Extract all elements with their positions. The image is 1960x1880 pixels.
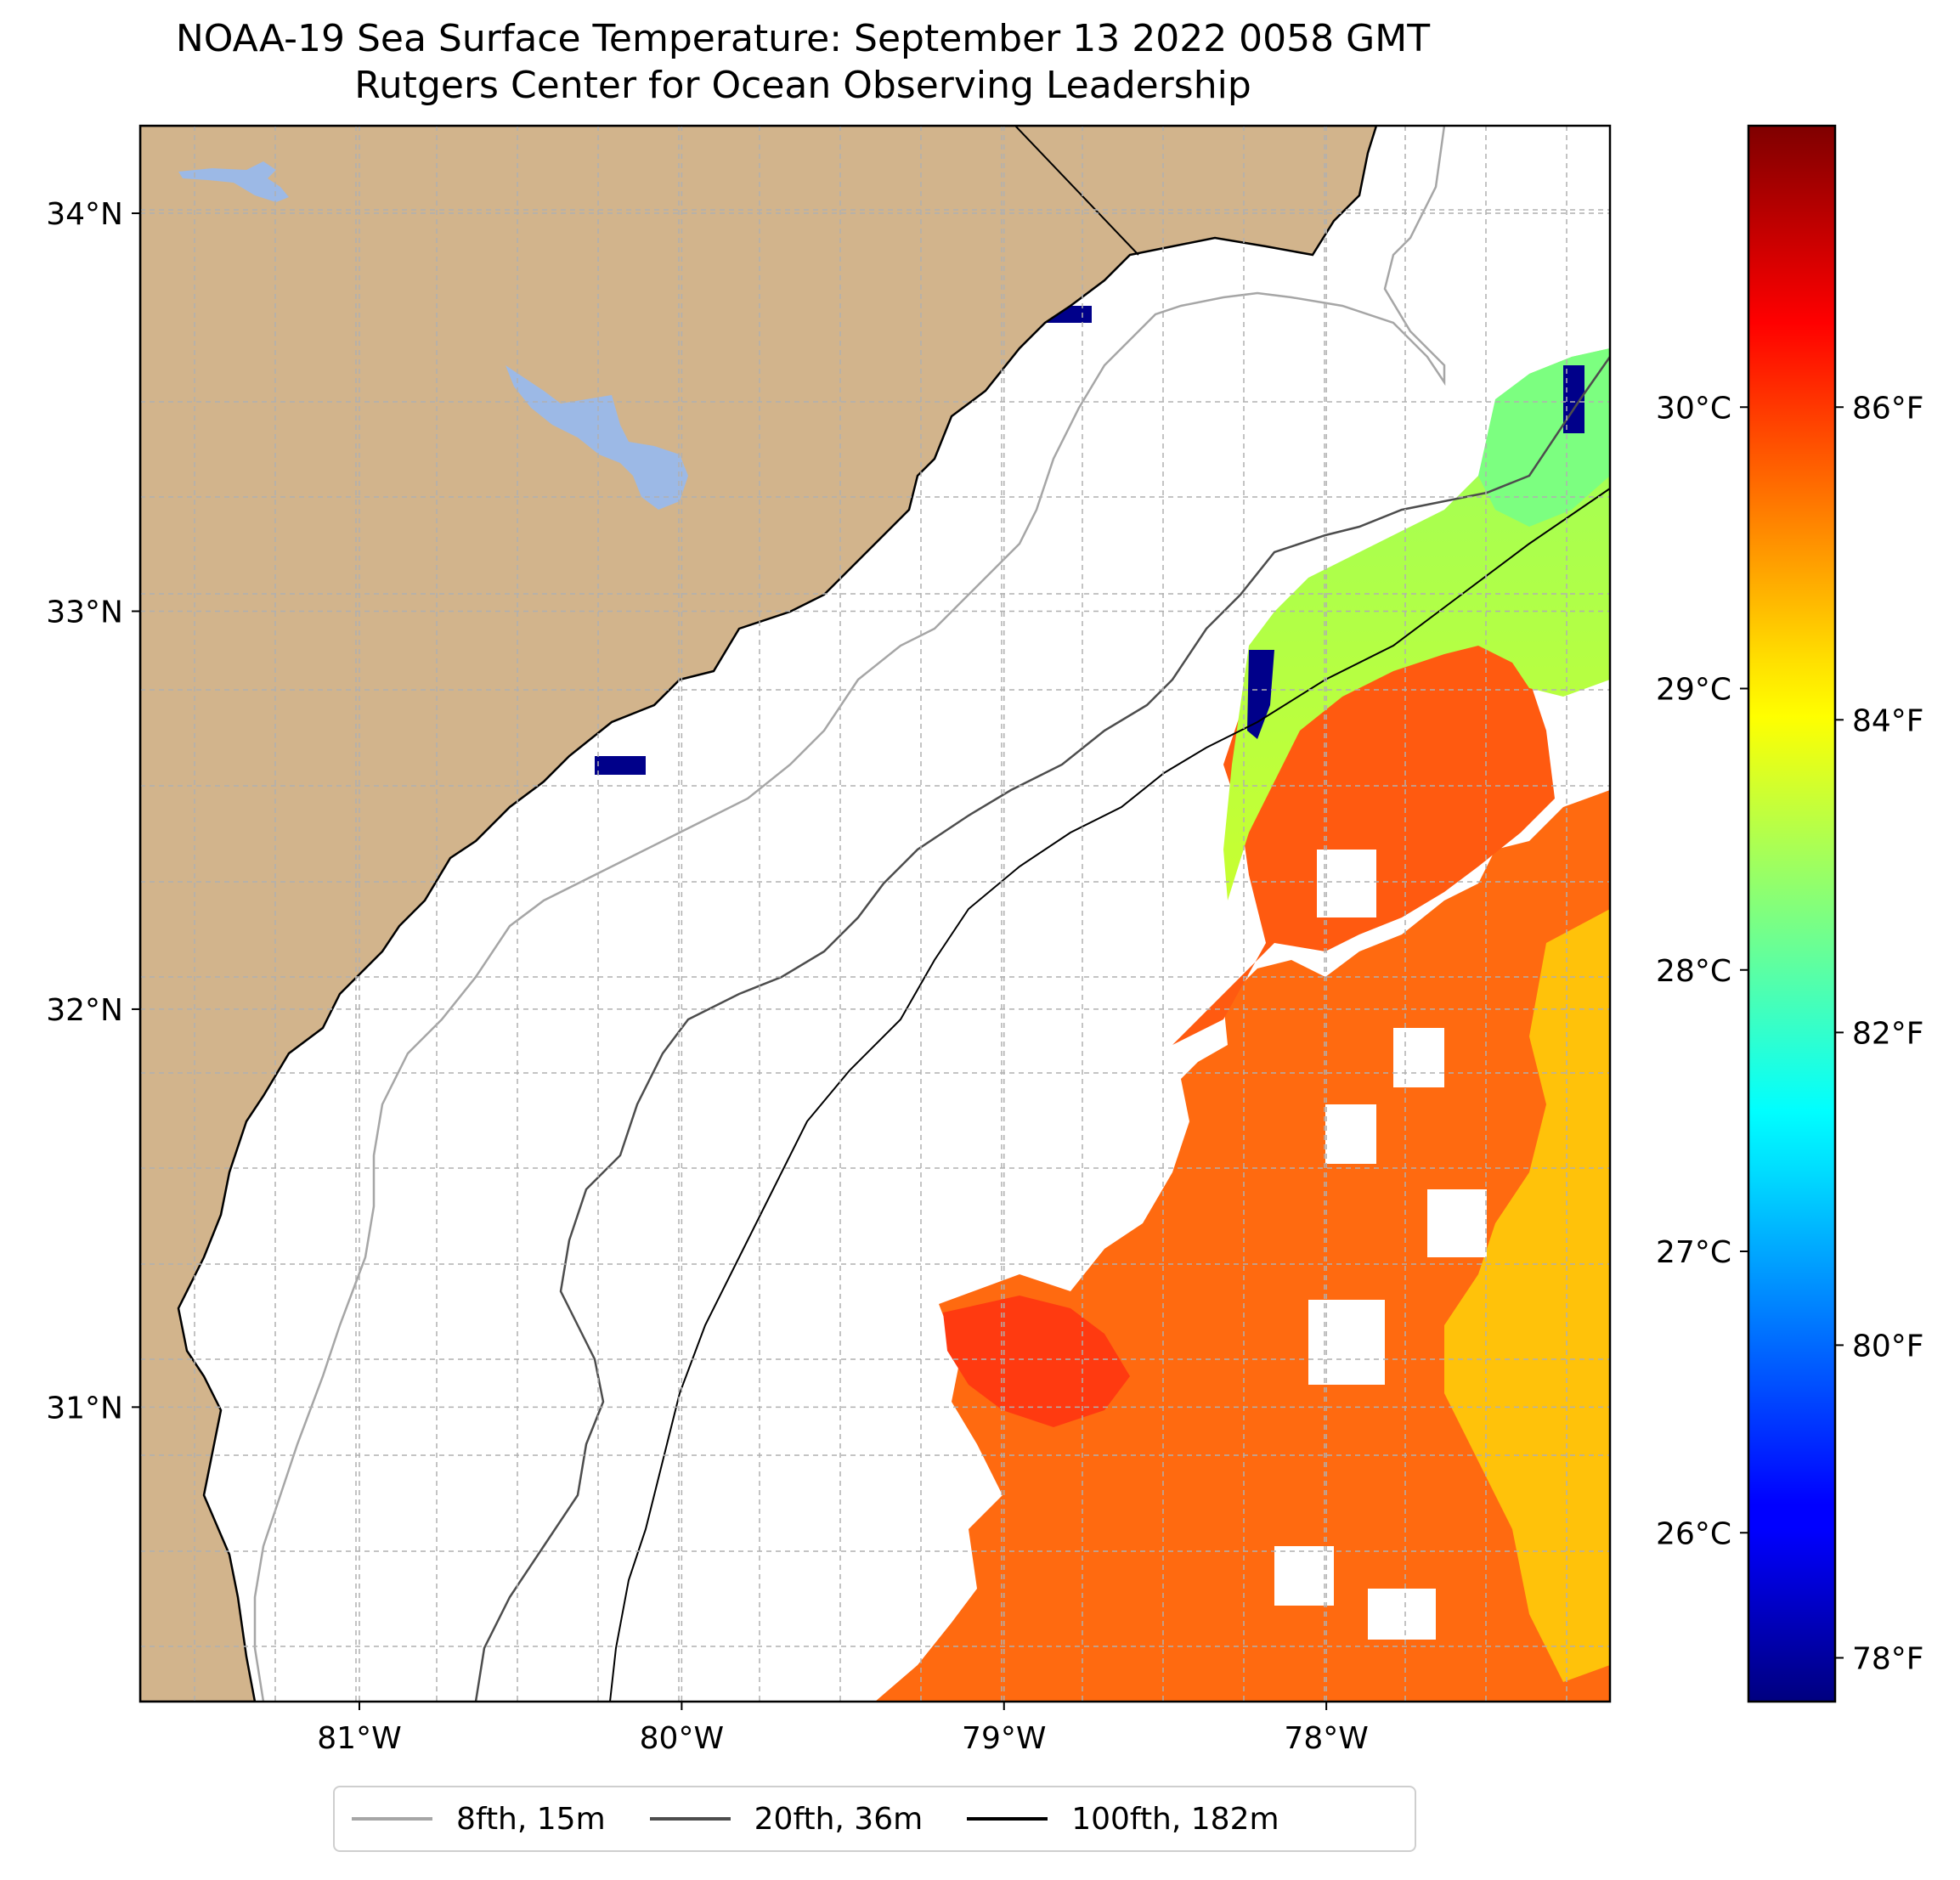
legend-line-100fth bbox=[967, 1817, 1048, 1821]
lake-marion-moultrie bbox=[506, 365, 688, 510]
cloud-gap bbox=[1308, 1300, 1385, 1385]
legend-label-20fth: 20fth, 36m bbox=[754, 1801, 924, 1837]
chart-title: NOAA-19 Sea Surface Temperature: Septemb… bbox=[175, 17, 1431, 60]
lat-tick-label: 32°N bbox=[46, 993, 123, 1028]
longitude-axis: 81°W 80°W 79°W 78°W bbox=[317, 1702, 1369, 1756]
map-frame bbox=[138, 124, 1612, 1703]
colorbar bbox=[1747, 124, 1837, 1703]
legend-item-8fth: 8fth, 15m bbox=[352, 1802, 606, 1837]
sst-data-layer bbox=[595, 306, 1610, 1702]
land-mass bbox=[140, 126, 1378, 1702]
cloud-gap bbox=[1427, 1189, 1487, 1257]
isobath-20fth bbox=[474, 356, 1610, 1702]
colorbar-fahrenheit-axis: 86°F 84°F 82°F 80°F 78°F bbox=[1835, 391, 1924, 1676]
cloud-gap bbox=[1368, 1589, 1436, 1640]
lon-tick-label: 80°W bbox=[640, 1721, 724, 1756]
legend-item-20fth: 20fth, 36m bbox=[649, 1801, 924, 1837]
isobath-8fth bbox=[253, 126, 1446, 1702]
lon-tick-label: 79°W bbox=[962, 1721, 1046, 1756]
colorbar-f-label: 80°F bbox=[1852, 1329, 1924, 1363]
colorbar-c-label: 27°C bbox=[1656, 1235, 1731, 1270]
sst-cold-speck bbox=[595, 756, 646, 775]
colorbar-f-label: 82°F bbox=[1852, 1016, 1924, 1051]
map-panel bbox=[140, 126, 1610, 1702]
colorbar-f-label: 78°F bbox=[1852, 1641, 1924, 1676]
sst-cold-coastal-strip bbox=[1247, 650, 1274, 739]
sst-patch-east-yellow bbox=[1444, 909, 1610, 1682]
legend-line-8fth bbox=[352, 1817, 432, 1821]
lat-tick-label: 31°N bbox=[46, 1391, 123, 1426]
cloud-gap bbox=[1325, 1104, 1376, 1164]
sst-patch-south-warm bbox=[875, 790, 1610, 1702]
legend-label-100fth: 100fth, 182m bbox=[1071, 1801, 1279, 1837]
lat-tick-label: 34°N bbox=[46, 197, 123, 232]
colorbar-f-label: 86°F bbox=[1852, 391, 1924, 426]
colorbar-c-label: 26°C bbox=[1656, 1516, 1731, 1551]
lat-tick-label: 33°N bbox=[46, 595, 123, 629]
lake-north bbox=[178, 161, 289, 202]
isobath-legend: 8fth, 15m 20fth, 36m 100fth, 182m bbox=[333, 1786, 1416, 1852]
colorbar-c-label: 30°C bbox=[1656, 391, 1731, 426]
colorbar-c-label: 29°C bbox=[1656, 673, 1731, 708]
sst-patch-southwest-red bbox=[943, 1296, 1130, 1427]
cloud-gap bbox=[1393, 1028, 1444, 1087]
chart-subtitle: Rutgers Center for Ocean Observing Leade… bbox=[354, 64, 1251, 107]
major-gridlines bbox=[140, 126, 1610, 1702]
lon-tick-label: 81°W bbox=[317, 1721, 401, 1756]
latitude-axis: 34°N 33°N 32°N 31°N bbox=[46, 197, 140, 1426]
colorbar-f-label: 84°F bbox=[1852, 703, 1924, 738]
colorbar-c-label: 28°C bbox=[1656, 954, 1731, 989]
legend-line-20fth bbox=[649, 1817, 731, 1821]
state-border bbox=[1014, 126, 1139, 256]
colorbar-celsius-axis: 30°C 29°C 28°C 27°C 26°C bbox=[1656, 391, 1748, 1551]
legend-item-100fth: 100fth, 182m bbox=[967, 1802, 1279, 1837]
gridlines bbox=[140, 126, 1610, 1702]
isobath-100fth bbox=[609, 488, 1610, 1702]
lon-tick-label: 78°W bbox=[1284, 1721, 1368, 1756]
legend-label-8fth: 8fth, 15m bbox=[456, 1801, 606, 1837]
